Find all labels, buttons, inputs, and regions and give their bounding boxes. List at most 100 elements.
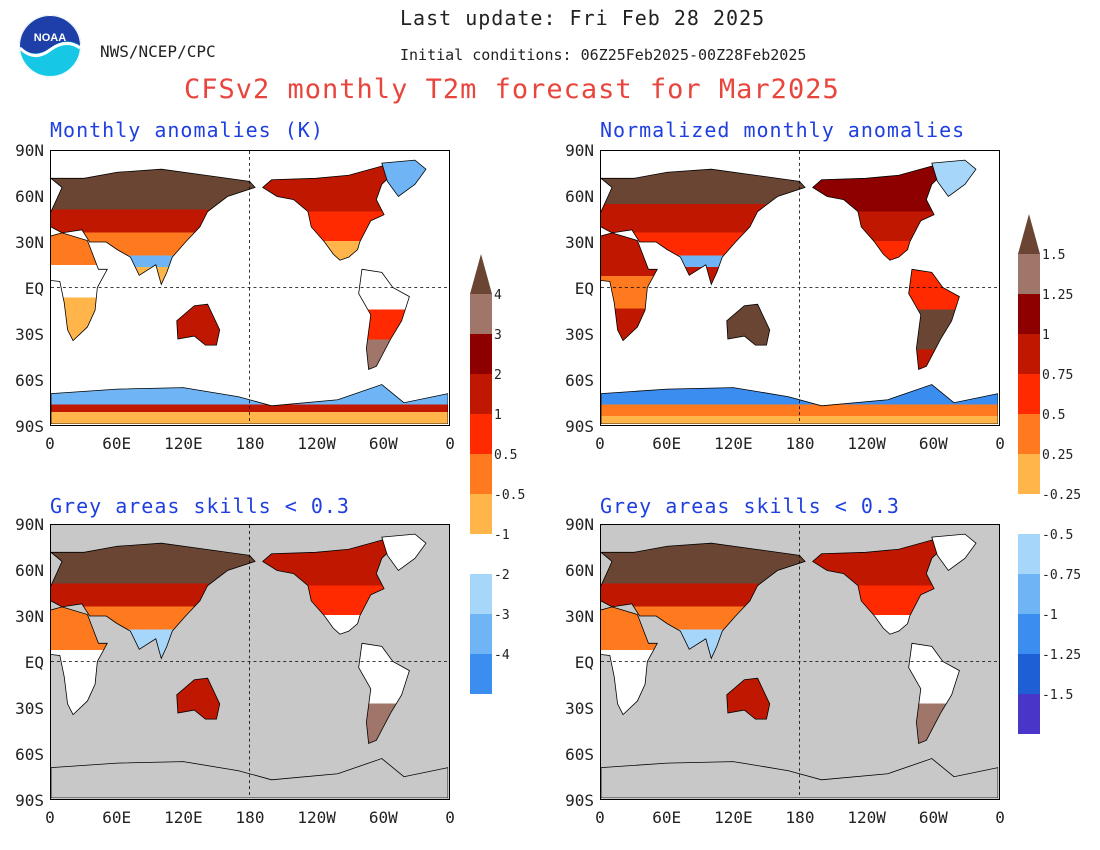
- colorbar-segment: [470, 494, 492, 534]
- lat-label-br: 30N: [565, 607, 594, 626]
- land-samerica: [908, 642, 960, 744]
- lon-label-br: 120W: [847, 808, 886, 827]
- colorbar-label: 0.75: [1042, 368, 1074, 383]
- lat-label-tl: EQ: [24, 279, 44, 298]
- colorbar-label: 4: [494, 288, 502, 303]
- land-eurasia: [601, 168, 806, 286]
- map-panel-bottom-left: [50, 524, 450, 800]
- land-antarctica: [51, 384, 448, 424]
- lon-label-tr: 60E: [652, 434, 682, 453]
- land-namerica: [812, 162, 956, 261]
- lat-label-bl: EQ: [24, 653, 44, 672]
- land-greenland: [931, 159, 977, 198]
- map-top-left-svg: [51, 151, 448, 424]
- colorbar-segment: [1018, 294, 1040, 334]
- lat-label-br: 30S: [565, 699, 594, 718]
- lon-label-tr: 60W: [918, 434, 948, 453]
- colorbar-label: -1.5: [1042, 688, 1074, 703]
- lat-label-tr: 60N: [565, 187, 594, 206]
- colorbar-segment: [470, 614, 492, 654]
- map-top-right-svg: [601, 151, 998, 424]
- noaa-logo: NOAA: [18, 14, 82, 78]
- colorbar-label: 2: [494, 368, 502, 383]
- colorbar-segment: [470, 294, 492, 334]
- lon-label-bl: 120W: [297, 808, 336, 827]
- panel-title-top-right: Normalized monthly anomalies: [600, 118, 966, 142]
- colorbar-segment: [1018, 534, 1040, 574]
- lat-label-br: 60N: [565, 561, 594, 580]
- colorbar-label: 3: [494, 328, 502, 343]
- lon-label-bl: 60E: [102, 808, 132, 827]
- colorbar-segment: [1018, 454, 1040, 494]
- lon-label-tr: 0: [595, 434, 605, 453]
- lat-label-br: 90N: [565, 515, 594, 534]
- lon-label-br: 60E: [652, 808, 682, 827]
- lat-label-bl: 60N: [15, 561, 44, 580]
- lon-label-tr: 0: [995, 434, 1005, 453]
- land-samerica: [358, 642, 410, 744]
- lat-label-tl: 90N: [15, 141, 44, 160]
- colorbar-label: 1: [1042, 328, 1050, 343]
- initial-conditions: Initial conditions: 06Z25Feb2025-00Z28Fe…: [400, 46, 807, 64]
- land-antarctica: [51, 758, 448, 798]
- colorbar-segment: [1018, 374, 1040, 414]
- lon-label-tl: 120W: [297, 434, 336, 453]
- land-greenland: [381, 533, 427, 572]
- panel-title-top-left: Monthly anomalies (K): [50, 118, 324, 142]
- land-africa: [51, 232, 108, 342]
- main-title: CFSv2 monthly T2m forecast for Mar2025: [184, 74, 840, 105]
- colorbar-segment: [1018, 654, 1040, 694]
- land-namerica: [262, 162, 406, 261]
- colorbar-segment: [1018, 574, 1040, 614]
- lat-label-bl: 30S: [15, 699, 44, 718]
- colorbar-label: 1.25: [1042, 288, 1074, 303]
- colorbar-label: -2: [494, 568, 510, 583]
- lon-label-br: 0: [995, 808, 1005, 827]
- lat-label-tr: 90N: [565, 141, 594, 160]
- lon-label-tl: 60E: [102, 434, 132, 453]
- lon-label-bl: 120E: [164, 808, 203, 827]
- panel-title-bottom-right: Grey areas skills < 0.3: [600, 494, 900, 518]
- map-panel-bottom-right: [600, 524, 1000, 800]
- lon-label-tl: 180: [235, 434, 265, 453]
- land-antarctica: [601, 384, 998, 424]
- lon-label-bl: 180: [235, 808, 265, 827]
- lat-label-tl: 30S: [15, 325, 44, 344]
- lon-label-bl: 60W: [368, 808, 398, 827]
- colorbar-label: -0.5: [1042, 528, 1074, 543]
- colorbar-label: -1.25: [1042, 648, 1082, 663]
- colorbar-segment: [1018, 694, 1040, 734]
- lat-label-tr: 60S: [565, 371, 594, 390]
- lat-label-tl: 90S: [15, 417, 44, 436]
- lat-label-tr: 30N: [565, 233, 594, 252]
- land-africa: [51, 606, 108, 716]
- lat-label-bl: 60S: [15, 745, 44, 764]
- colorbar-label: -3: [494, 608, 510, 623]
- lon-label-tr: 120W: [847, 434, 886, 453]
- last-update: Last update: Fri Feb 28 2025: [400, 6, 766, 30]
- lon-label-tr: 120E: [714, 434, 753, 453]
- lat-label-tr: EQ: [574, 279, 594, 298]
- colorbar-segment: [470, 414, 492, 454]
- lon-label-tl: 0: [445, 434, 455, 453]
- colorbar-segment: [1018, 414, 1040, 454]
- land-africa: [601, 232, 658, 342]
- lon-label-br: 0: [595, 808, 605, 827]
- land-samerica: [358, 268, 410, 370]
- lon-label-tl: 60W: [368, 434, 398, 453]
- map-bottom-left-svg: [51, 525, 448, 798]
- colorbar-segment: [470, 334, 492, 374]
- land-australia: [726, 677, 771, 720]
- lon-label-bl: 0: [445, 808, 455, 827]
- map-panel-top-left: [50, 150, 450, 426]
- colorbar-segment: [1018, 614, 1040, 654]
- lon-label-br: 120E: [714, 808, 753, 827]
- colorbar-segment: [1018, 494, 1040, 534]
- land-australia: [726, 303, 771, 346]
- land-namerica: [262, 536, 406, 635]
- land-greenland: [931, 533, 977, 572]
- colorbar-label: -0.25: [1042, 488, 1082, 503]
- colorbar-segment: [1018, 334, 1040, 374]
- colorbar-label: -4: [494, 648, 510, 663]
- colorbar-label: 1: [494, 408, 502, 423]
